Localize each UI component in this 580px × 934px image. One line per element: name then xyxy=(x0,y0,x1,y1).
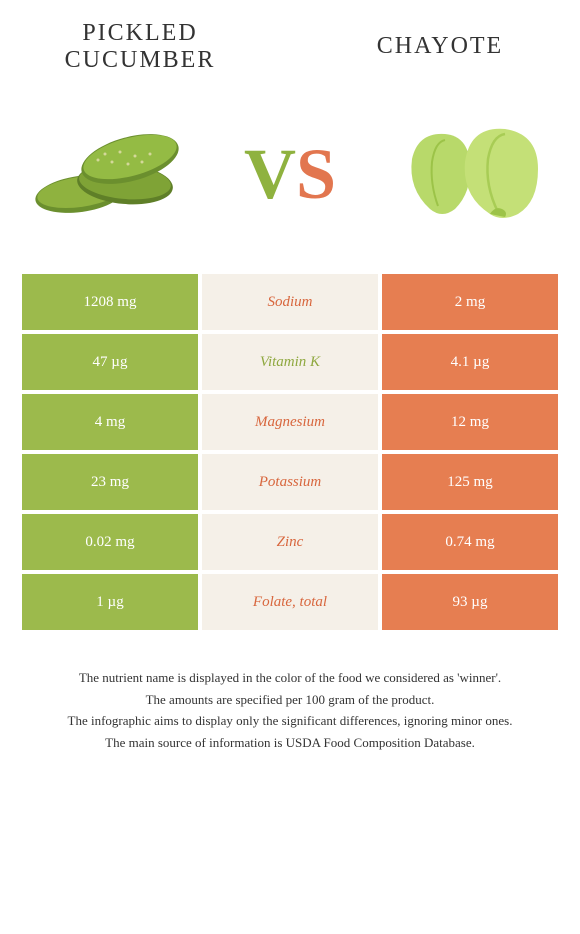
nutrient-label: Sodium xyxy=(202,274,378,330)
nutrient-right-value: 0.74 mg xyxy=(382,514,558,570)
nutrient-left-value: 1208 mg xyxy=(22,274,198,330)
nutrient-label: Potassium xyxy=(202,454,378,510)
nutrient-row: 47 µgVitamin K4.1 µg xyxy=(22,334,558,390)
nutrient-row: 1208 mgSodium2 mg xyxy=(22,274,558,330)
vs-v: V xyxy=(244,134,296,214)
pickled-cucumber-image xyxy=(30,114,190,234)
nutrient-label: Vitamin K xyxy=(202,334,378,390)
nutrient-right-value: 125 mg xyxy=(382,454,558,510)
vs-s: S xyxy=(296,134,336,214)
nutrient-left-value: 4 mg xyxy=(22,394,198,450)
nutrient-right-value: 93 µg xyxy=(382,574,558,630)
title-left: Pickled cucumber xyxy=(40,20,240,74)
nutrient-row: 0.02 mgZinc0.74 mg xyxy=(22,514,558,570)
header: Pickled cucumber Chayote xyxy=(0,0,580,84)
footnote-line: The nutrient name is displayed in the co… xyxy=(20,668,560,688)
nutrient-left-value: 0.02 mg xyxy=(22,514,198,570)
nutrient-label: Zinc xyxy=(202,514,378,570)
footnote-line: The amounts are specified per 100 gram o… xyxy=(20,690,560,710)
nutrient-left-value: 47 µg xyxy=(22,334,198,390)
nutrient-left-value: 1 µg xyxy=(22,574,198,630)
nutrient-right-value: 2 mg xyxy=(382,274,558,330)
nutrient-label: Folate, total xyxy=(202,574,378,630)
footnotes: The nutrient name is displayed in the co… xyxy=(0,634,580,752)
footnote-line: The infographic aims to display only the… xyxy=(20,711,560,731)
nutrient-row: 23 mgPotassium125 mg xyxy=(22,454,558,510)
title-right: Chayote xyxy=(340,20,540,74)
nutrient-left-value: 23 mg xyxy=(22,454,198,510)
footnote-line: The main source of information is USDA F… xyxy=(20,733,560,753)
nutrient-row: 1 µgFolate, total93 µg xyxy=(22,574,558,630)
nutrient-table: 1208 mgSodium2 mg47 µgVitamin K4.1 µg4 m… xyxy=(0,274,580,630)
vs-label: VS xyxy=(244,133,336,216)
images-row: VS xyxy=(0,84,580,274)
chayote-image xyxy=(390,114,550,234)
nutrient-label: Magnesium xyxy=(202,394,378,450)
nutrient-row: 4 mgMagnesium12 mg xyxy=(22,394,558,450)
nutrient-right-value: 12 mg xyxy=(382,394,558,450)
nutrient-right-value: 4.1 µg xyxy=(382,334,558,390)
